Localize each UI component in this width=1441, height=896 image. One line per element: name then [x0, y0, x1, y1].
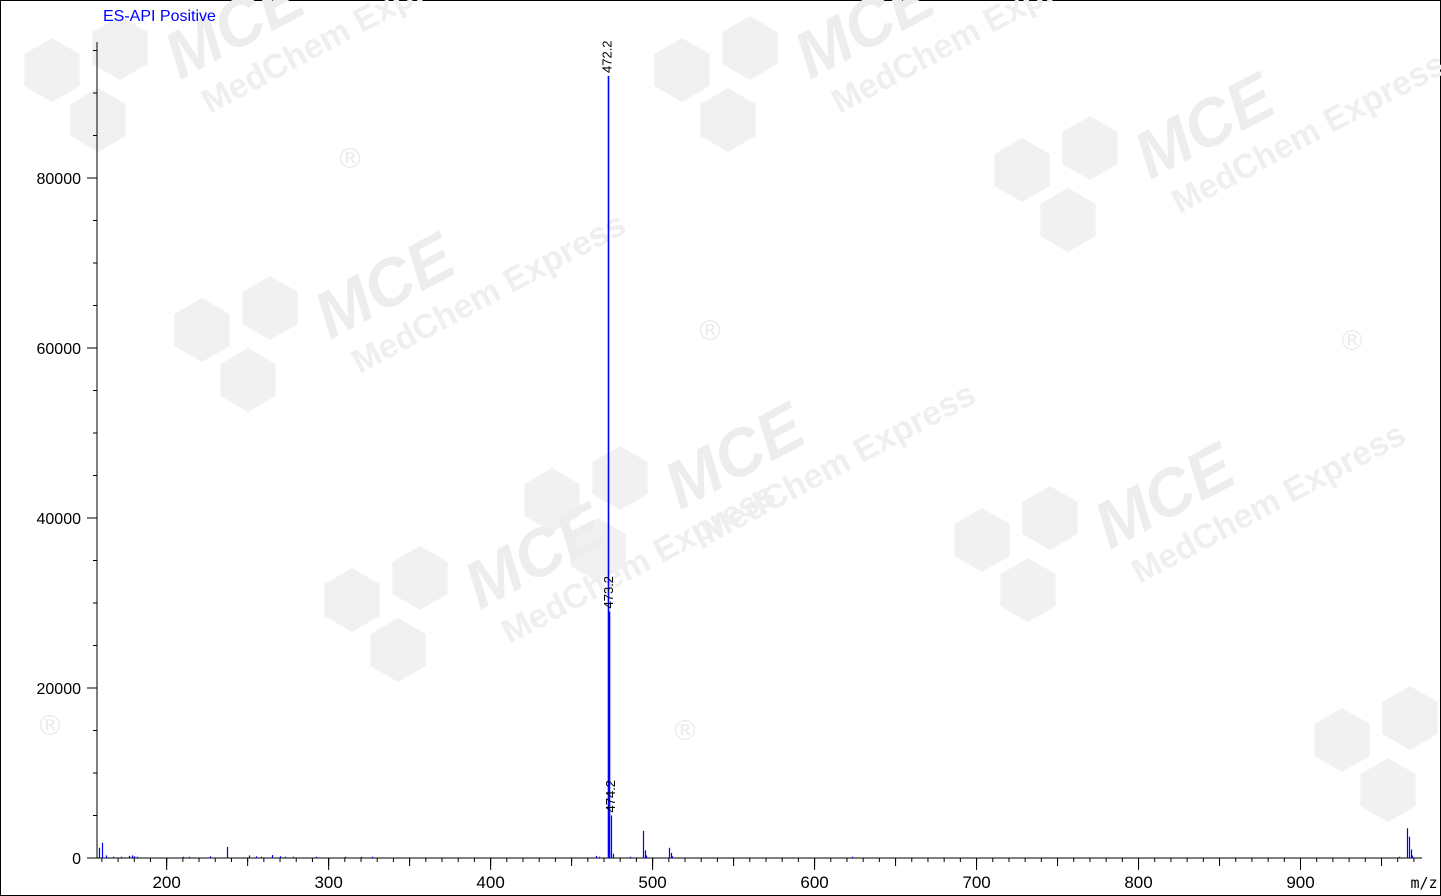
- watermark-hexagon: [242, 276, 298, 340]
- watermark-registered-mark: ®: [1338, 324, 1366, 357]
- watermark-hexagon: [570, 518, 626, 582]
- x-tick-label: 300: [314, 873, 342, 892]
- watermark-hexagon: [220, 348, 276, 412]
- watermark-hexagon: [1040, 188, 1096, 252]
- y-tick-label: 40000: [37, 511, 82, 528]
- watermark-hexagon: [70, 88, 126, 152]
- watermark-hexagon: [722, 16, 778, 80]
- watermark-hexagon: [1022, 486, 1078, 550]
- watermark-registered-mark: ®: [696, 314, 724, 347]
- watermark-hexagon: [1000, 558, 1056, 622]
- watermark-registered-mark: ®: [671, 714, 699, 747]
- watermark-registered-mark: ®: [336, 142, 364, 175]
- x-tick-label: 700: [962, 873, 990, 892]
- watermark-hexagon: [654, 38, 710, 102]
- peak-label: 474.2: [603, 780, 618, 813]
- axes: 0 20000 40000 60000 80000 200 300 400 500 600 700 8…: [37, 42, 1438, 892]
- peaks-layer: [98, 76, 1414, 858]
- x-tick-label: 500: [638, 873, 666, 892]
- y-tick-label: 60000: [37, 341, 82, 358]
- x-tick-label: 600: [800, 873, 828, 892]
- chart-title: ES-API Positive: [103, 8, 216, 25]
- y-tick-label: 80000: [37, 171, 82, 188]
- annotations-layer: 472.2 473.2 474.2: [600, 40, 618, 812]
- x-tick-label: 800: [1124, 873, 1152, 892]
- y-tick-label: 0: [72, 851, 81, 868]
- watermark-hexagon: [700, 88, 756, 152]
- watermark-hexagon: [524, 468, 580, 532]
- x-tick-label: 200: [152, 873, 180, 892]
- x-axis-label: m/z: [1410, 874, 1437, 892]
- y-tick-label: 20000: [37, 681, 82, 698]
- watermark-hexagon: [392, 546, 448, 610]
- peak-label: 472.2: [600, 40, 615, 73]
- watermark-hexagon: [1382, 686, 1438, 750]
- watermark-hexagon: [24, 38, 80, 102]
- watermark-hexagon: [1314, 708, 1370, 772]
- watermark-hexagon: [1360, 758, 1416, 822]
- watermark-hexagon: [1062, 116, 1118, 180]
- watermark-hexagon: [174, 298, 230, 362]
- peak-label: 473.2: [601, 576, 616, 609]
- watermark-hexagon: [994, 138, 1050, 202]
- watermark-registered-mark: ®: [36, 709, 64, 742]
- x-tick-label: 400: [476, 873, 504, 892]
- watermark-hexagon: [92, 16, 148, 80]
- watermark-hexagon: [324, 568, 380, 632]
- watermark-hexagon: [592, 446, 648, 510]
- x-tick-label: 900: [1286, 873, 1314, 892]
- watermark-hexagon: [370, 618, 426, 682]
- watermark-hexagon: [954, 508, 1010, 572]
